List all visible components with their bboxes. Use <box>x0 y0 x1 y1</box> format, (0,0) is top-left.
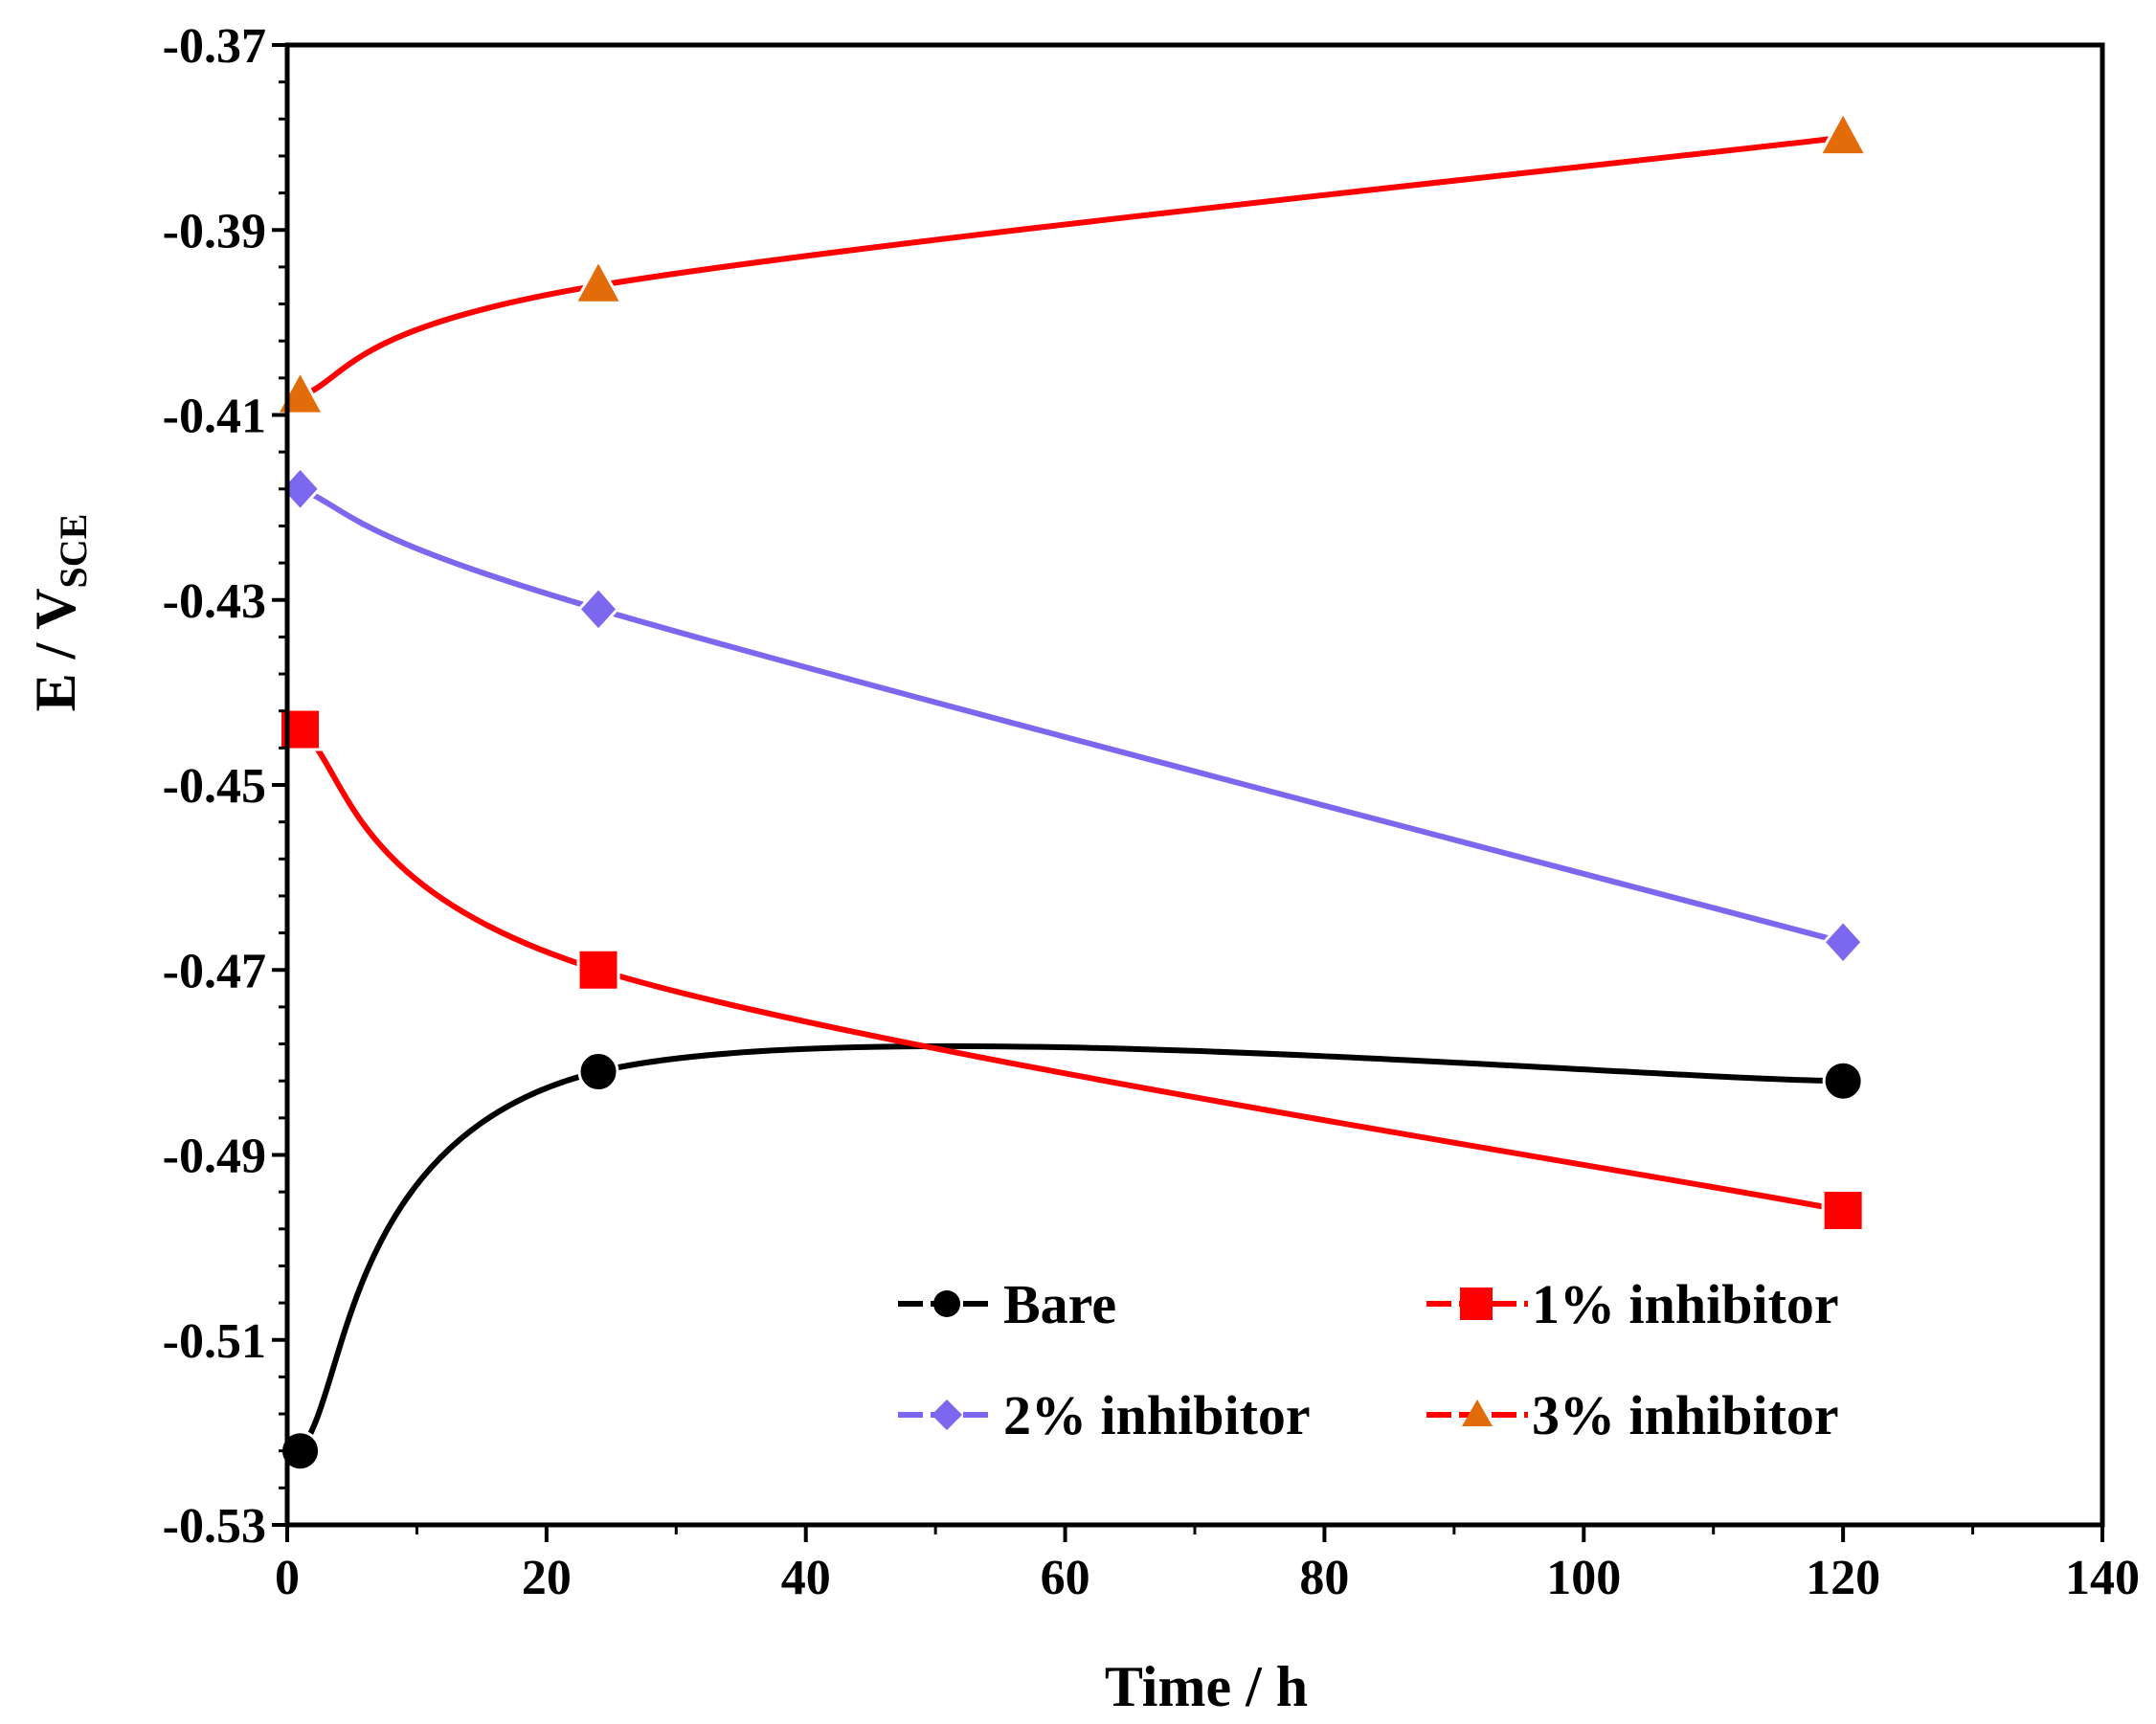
data-point-1pct <box>576 948 620 992</box>
series-line-2pct <box>299 486 1844 946</box>
y-tick-label: -0.49 <box>163 1130 266 1184</box>
y-tick-label: -0.43 <box>163 574 266 629</box>
data-point-2pct <box>1822 919 1865 966</box>
data-point-bare <box>577 1051 619 1093</box>
x-tick-label: 100 <box>1546 1551 1621 1605</box>
series-line-3pct <box>299 134 1844 399</box>
legend-label-2pct: 2% inhibitor <box>1003 1384 1311 1446</box>
legend-marker-3pct <box>1462 1399 1493 1426</box>
axis-ticks <box>272 43 2104 1542</box>
y-axis-title-subscript: SCE <box>52 514 95 589</box>
y-tick-label: -0.53 <box>163 1499 266 1554</box>
series-line-bare <box>298 1042 1844 1453</box>
data-point-bare <box>1822 1060 1864 1102</box>
y-axis-title: E / VSCE <box>24 514 95 712</box>
legend-item-2pct: 2% inhibitor <box>898 1384 1311 1446</box>
y-axis-title-main: E / V <box>24 588 87 711</box>
legend-item-bare: Bare <box>898 1273 1116 1335</box>
y-tick-label: -0.37 <box>163 19 266 74</box>
x-tick-label: 0 <box>275 1551 300 1605</box>
x-tick-label: 140 <box>2065 1551 2140 1605</box>
x-tick-labels: 0 20 40 60 80 100 120 140 <box>275 1551 2140 1605</box>
legend-label-bare: Bare <box>1003 1273 1116 1335</box>
x-tick-label: 80 <box>1299 1551 1349 1605</box>
y-tick-label: -0.45 <box>163 759 266 814</box>
series-line-1pct <box>298 727 1844 1214</box>
legend-marker-2pct <box>932 1399 962 1430</box>
y-tick-label: -0.41 <box>163 390 266 444</box>
x-tick-label: 20 <box>522 1551 572 1605</box>
series-markers <box>275 109 1869 1472</box>
legend-marker-bare <box>933 1290 960 1317</box>
x-tick-label: 120 <box>1806 1551 1880 1605</box>
legend-item-1pct: 1% inhibitor <box>1426 1273 1839 1335</box>
legend-item-3pct: 3% inhibitor <box>1426 1384 1839 1446</box>
series-curves <box>298 134 1844 1453</box>
y-tick-label: -0.51 <box>163 1314 266 1369</box>
legend-label-3pct: 3% inhibitor <box>1532 1384 1839 1446</box>
x-tick-label: 60 <box>1041 1551 1090 1605</box>
data-point-2pct <box>577 586 620 633</box>
data-point-3pct <box>1817 109 1869 157</box>
legend: Bare 1% inhibitor 2% inhibitor 3% inhibi… <box>898 1273 1839 1446</box>
y-tick-labels: -0.37 -0.39 -0.41 -0.43 -0.45 -0.47 -0.49 -0.51… <box>163 19 266 1554</box>
y-tick-label: -0.39 <box>163 204 266 258</box>
x-tick-label: 40 <box>781 1551 831 1605</box>
data-point-1pct <box>1821 1188 1865 1232</box>
y-tick-label: -0.47 <box>163 944 266 998</box>
data-point-3pct <box>573 257 624 304</box>
x-axis-title: Time / h <box>1105 1655 1308 1718</box>
legend-label-1pct: 1% inhibitor <box>1532 1273 1839 1335</box>
legend-marker-1pct <box>1460 1287 1493 1320</box>
